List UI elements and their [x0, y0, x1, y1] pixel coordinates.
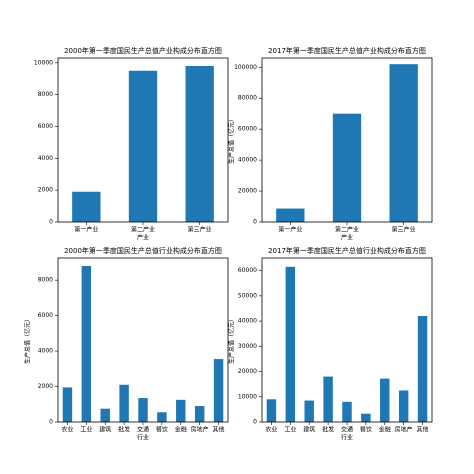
axes-frame [57, 57, 229, 223]
bar [276, 208, 305, 222]
x-tick-label: 餐饮 [156, 426, 168, 434]
y-tick-label: 0 [253, 419, 257, 426]
y-tick-label: 60000 [238, 126, 257, 133]
y-tick-label: 0 [253, 219, 257, 226]
bar [81, 265, 92, 422]
y-tick-label: 10000 [34, 59, 53, 66]
axes-frame [261, 57, 433, 223]
bar [62, 387, 73, 422]
y-axis-label: 生产总值（亿元） [228, 116, 236, 164]
x-tick-label: 第一产业 [278, 226, 302, 234]
bar [138, 398, 148, 422]
bar [389, 64, 418, 222]
axes-frame [57, 257, 229, 423]
y-tick-label: 8000 [38, 91, 53, 98]
x-tick-label: 第三产业 [392, 226, 416, 234]
y-tick-label: 2000 [38, 187, 53, 194]
y-tick-label: 10000 [238, 393, 257, 400]
x-tick-label: 交通 [341, 426, 353, 434]
y-tick-label: 40000 [238, 157, 257, 164]
y-tick-label: 60000 [238, 267, 257, 274]
y-axis-label: 生产总值（亿元） [228, 316, 236, 364]
bar [285, 266, 296, 422]
y-tick-label: 4000 [38, 348, 53, 355]
x-tick-label: 餐饮 [360, 426, 372, 434]
x-tick-label: 第一产业 [74, 226, 98, 234]
x-tick-label: 金融 [379, 426, 391, 434]
y-tick-label: 80000 [238, 95, 257, 102]
bar [157, 412, 167, 422]
bar [398, 390, 409, 422]
bar [266, 399, 277, 422]
bar [332, 113, 362, 222]
chart-title: 2017年第一季度国民生产总值行业构成分布直方图 [268, 246, 426, 255]
y-tick-label: 0 [49, 419, 53, 426]
bar [417, 316, 428, 422]
x-tick-label: 建筑 [99, 426, 111, 434]
x-tick-label: 农业 [265, 426, 277, 434]
bar [72, 191, 101, 222]
x-tick-label: 房地产 [191, 426, 209, 434]
y-tick-label: 40000 [238, 318, 257, 325]
bar [342, 401, 352, 422]
x-tick-label: 房地产 [395, 426, 413, 434]
y-tick-label: 50000 [238, 292, 257, 299]
x-tick-label: 工业 [284, 426, 296, 434]
bar [213, 359, 224, 422]
chart-title: 2000年第一季度国民生产总值行业构成分布直方图 [64, 246, 222, 255]
chart-title: 2017年第一季度国民生产总值产业构成分布直方图 [268, 46, 426, 55]
axes-frame [261, 257, 433, 423]
y-axis-label: 生产总值（亿元） [24, 316, 32, 364]
bar [304, 400, 314, 422]
x-tick-label: 农业 [61, 426, 73, 434]
bar [100, 408, 110, 422]
x-tick-label: 批发 [118, 426, 130, 434]
bar [128, 70, 158, 223]
bar [176, 399, 186, 422]
x-tick-label: 批发 [322, 426, 334, 434]
x-tick-label: 其他 [417, 426, 429, 434]
bar [323, 376, 333, 422]
x-tick-label: 其他 [213, 426, 225, 434]
x-tick-label: 建筑 [303, 426, 315, 434]
y-tick-label: 4000 [38, 155, 53, 162]
x-tick-label: 第三产业 [188, 226, 212, 234]
bar [380, 378, 390, 422]
x-tick-label: 金融 [175, 426, 187, 434]
bar [119, 384, 129, 422]
x-tick-label: 工业 [80, 426, 92, 434]
x-tick-label: 交通 [137, 426, 149, 434]
y-tick-label: 20000 [238, 188, 257, 195]
y-tick-label: 6000 [38, 312, 53, 319]
y-tick-label: 20000 [238, 368, 257, 375]
y-tick-label: 8000 [38, 277, 53, 284]
y-tick-label: 100000 [234, 64, 257, 71]
bar [361, 413, 371, 422]
x-axis-label: 行业 [137, 434, 149, 442]
x-axis-label: 行业 [341, 434, 353, 442]
x-axis-label: 产业 [137, 234, 149, 242]
y-tick-label: 6000 [38, 123, 53, 130]
x-tick-label: 第二产业 [335, 226, 359, 234]
bar [194, 406, 205, 422]
y-tick-label: 30000 [238, 343, 257, 350]
y-tick-label: 2000 [38, 383, 53, 390]
y-tick-label: 0 [49, 219, 53, 226]
x-tick-label: 第二产业 [131, 226, 155, 234]
bar [185, 65, 214, 222]
chart-title: 2000年第一季度国民生产总值产业构成分布直方图 [64, 46, 222, 55]
x-axis-label: 产业 [341, 234, 353, 242]
